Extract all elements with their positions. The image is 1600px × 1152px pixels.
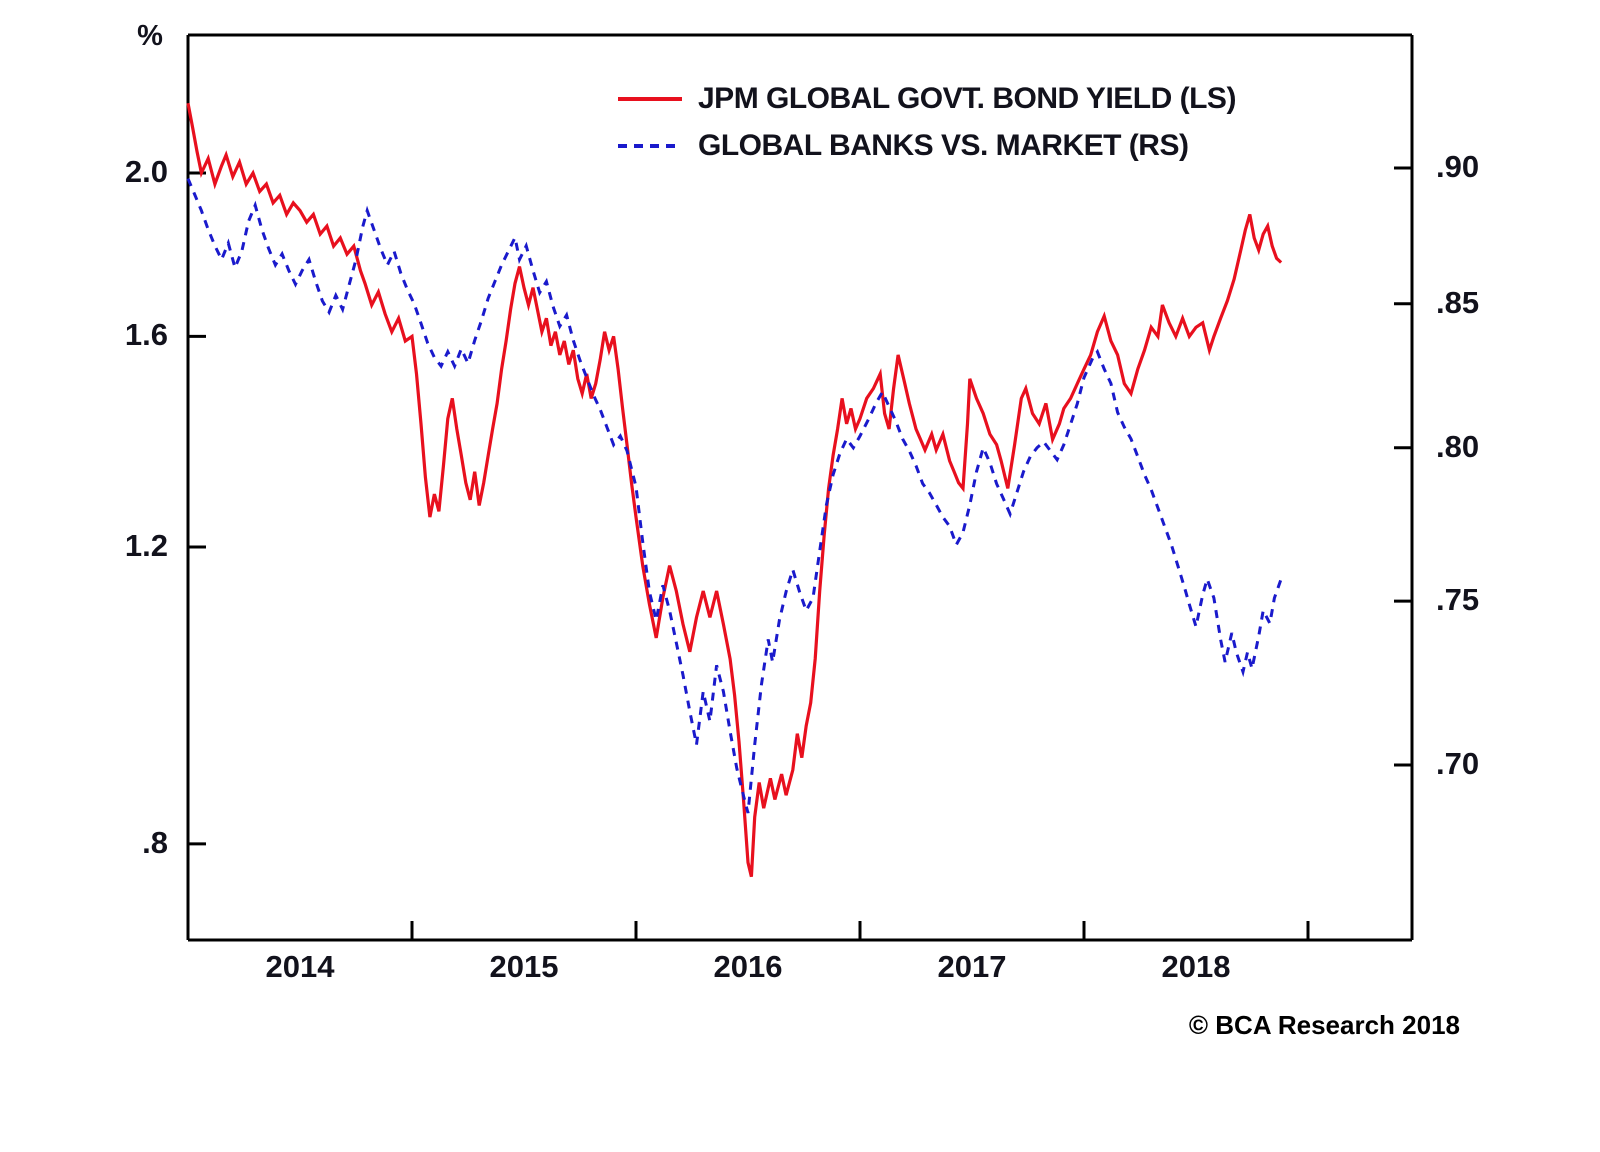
left-axis-tick-label: .8 [142, 824, 168, 860]
right-axis-tick-label: .75 [1436, 582, 1480, 618]
left-axis-tick-label: 1.6 [124, 317, 168, 353]
x-axis-year-label: 2017 [937, 949, 1007, 984]
copyright-text: © BCA Research 2018 [1188, 1010, 1460, 1040]
x-axis-year-label: 2016 [713, 949, 783, 984]
legend-label-banks-vs-market: GLOBAL BANKS VS. MARKET (RS) [698, 129, 1189, 162]
x-axis-year-label: 2018 [1161, 949, 1231, 984]
right-axis-tick-label: .85 [1436, 284, 1480, 320]
legend-label-bond-yield: JPM GLOBAL GOVT. BOND YIELD (LS) [698, 82, 1236, 115]
legend: JPM GLOBAL GOVT. BOND YIELD (LS) GLOBAL … [618, 80, 1236, 165]
left-axis-tick-label: 2.0 [124, 154, 168, 189]
banks-vs-market-line [186, 178, 1283, 814]
right-axis-tick-label: .90 [1436, 149, 1480, 184]
bond-yield-line [186, 102, 1283, 878]
x-axis-year-label: 2014 [265, 949, 335, 984]
right-axis-tick-label: .70 [1436, 746, 1480, 782]
legend-item-banks-vs-market: GLOBAL BANKS VS. MARKET (RS) [618, 127, 1236, 165]
left-axis-tick-label: 1.2 [124, 528, 168, 564]
legend-item-bond-yield: JPM GLOBAL GOVT. BOND YIELD (LS) [618, 80, 1236, 118]
legend-solid-line-icon [618, 97, 682, 101]
x-axis-year-label: 2015 [489, 949, 559, 984]
left-axis-unit-label: % [137, 20, 163, 52]
right-axis-tick-label: .80 [1436, 428, 1480, 464]
legend-dashed-line-icon [618, 144, 682, 148]
